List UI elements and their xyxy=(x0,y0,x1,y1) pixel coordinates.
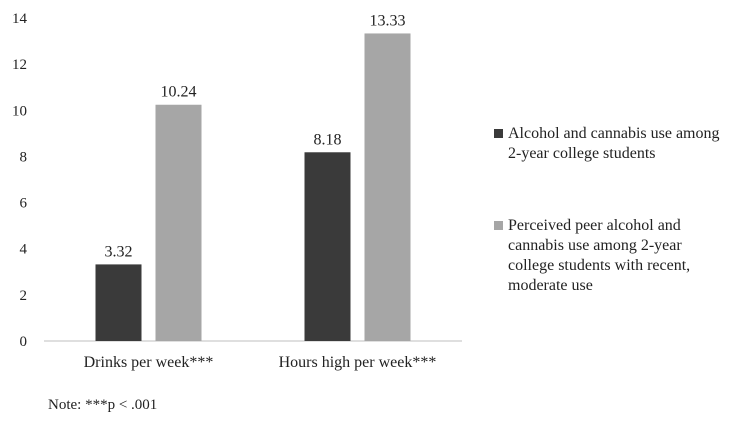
y-tick-label: 12 xyxy=(12,57,27,73)
y-tick-label: 10 xyxy=(12,103,27,119)
y-tick-label: 8 xyxy=(20,149,28,165)
bar-series-2-2 xyxy=(364,33,411,341)
y-tick-label: 0 xyxy=(20,334,28,350)
legend-swatch-series-1 xyxy=(494,129,503,138)
bar-series-2-1 xyxy=(155,104,202,342)
legend-label-series-2: Perceived peer alcohol and cannabis use … xyxy=(508,217,691,294)
y-tick-label: 2 xyxy=(20,288,28,304)
data-label-series-1-1: 3.32 xyxy=(105,243,133,260)
y-tick-label: 4 xyxy=(20,242,28,258)
y-tick-label: 14 xyxy=(12,11,28,27)
y-axis-ticks: 0 2 4 6 8 10 12 14 xyxy=(12,11,28,350)
x-category-label: Drinks per week*** xyxy=(84,354,214,371)
data-label-series-2-1: 10.24 xyxy=(161,84,197,101)
data-label-series-1-2: 8.18 xyxy=(314,131,342,148)
category-labels: Drinks per week*** Hours high per week*** xyxy=(84,354,437,371)
bars xyxy=(95,33,411,342)
x-category-label: Hours high per week*** xyxy=(279,354,437,371)
legend-label-series-1: Alcohol and cannabis use among 2-year co… xyxy=(508,125,720,162)
bar-series-1-2 xyxy=(304,152,351,341)
data-labels: 3.32 10.24 8.18 13.33 xyxy=(105,12,406,260)
legend-item-series-1: Alcohol and cannabis use among 2-year co… xyxy=(494,124,729,164)
legend-item-series-2: Perceived peer alcohol and cannabis use … xyxy=(494,216,729,296)
legend-swatch-series-2 xyxy=(494,221,503,230)
data-label-series-2-2: 13.33 xyxy=(370,12,406,29)
y-tick-label: 6 xyxy=(20,196,28,212)
footnote: Note: ***p < .001 xyxy=(48,397,158,413)
bar-series-1-1 xyxy=(95,264,142,341)
